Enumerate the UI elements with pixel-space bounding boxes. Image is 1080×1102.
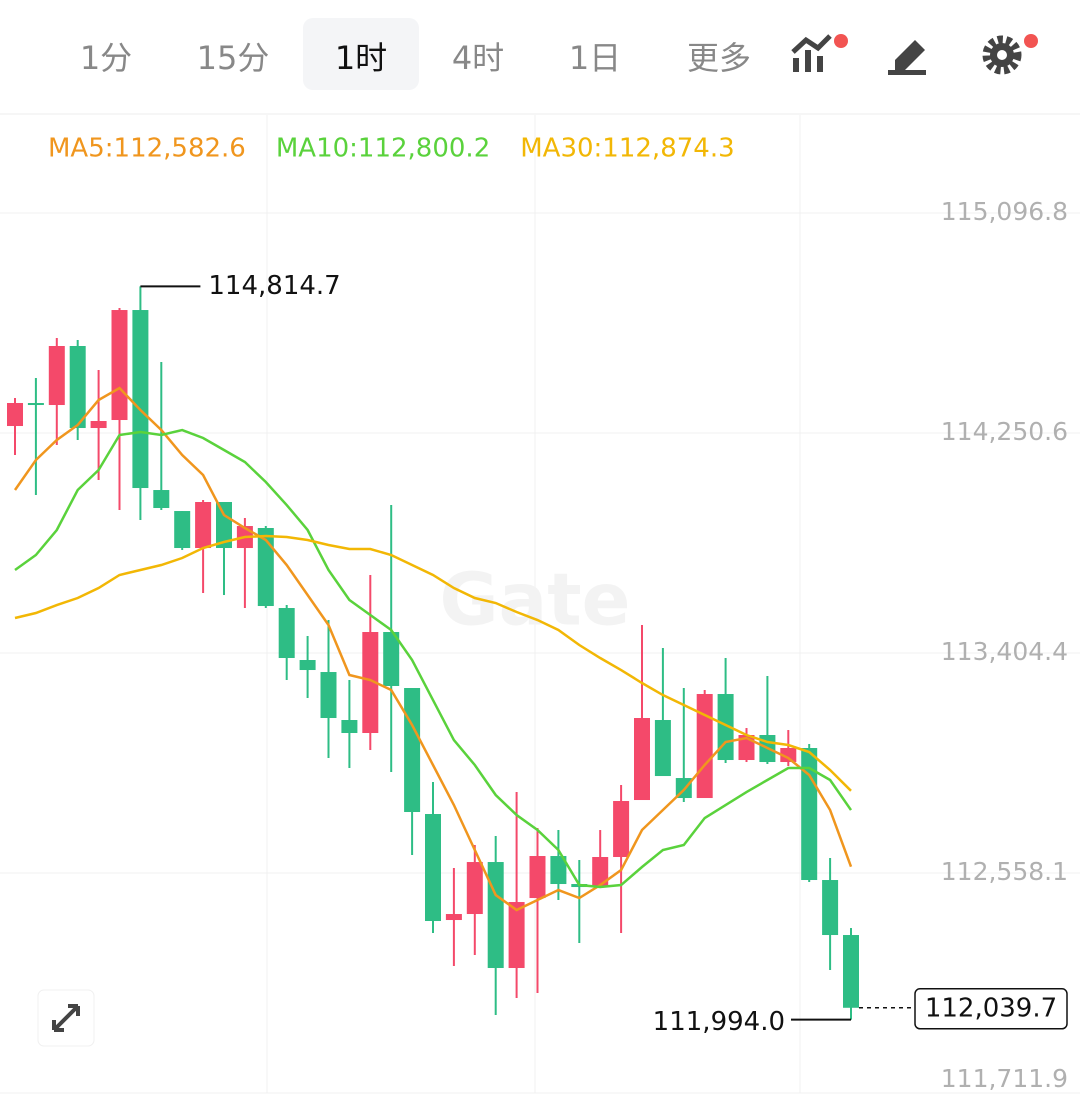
candle-body xyxy=(696,694,713,799)
tab[interactable]: 15分 xyxy=(197,39,270,77)
ma-line xyxy=(13,386,853,912)
y-tick-label: 111,711.9 xyxy=(941,1064,1068,1093)
low-label: 111,994.0 xyxy=(653,1007,785,1037)
candle-body xyxy=(717,694,734,761)
y-tick-label: 112,558.1 xyxy=(941,857,1068,886)
candle-body xyxy=(111,310,128,421)
indicator-icon[interactable] xyxy=(791,34,848,72)
candle-body xyxy=(550,856,567,885)
candle-body xyxy=(822,880,839,936)
tab[interactable]: 1分 xyxy=(80,39,132,77)
candle-body xyxy=(445,914,462,921)
y-tick-label: 114,250.6 xyxy=(941,417,1068,446)
tab[interactable]: 4时 xyxy=(452,39,504,77)
candle-body xyxy=(132,310,149,489)
y-tick-label: 113,404.4 xyxy=(941,637,1068,666)
tab[interactable]: 1日 xyxy=(569,39,621,77)
candle-body xyxy=(174,511,191,549)
last-price-label: 112,039.7 xyxy=(925,993,1057,1023)
legend-entry: MA10:112,800.2 xyxy=(276,134,490,164)
candle-body xyxy=(7,403,23,427)
candle-body xyxy=(27,403,44,406)
legend-entry: MA5:112,582.6 xyxy=(48,134,246,164)
candle-body xyxy=(613,801,630,858)
candle-body xyxy=(257,528,274,607)
last-price-box xyxy=(914,988,1068,1030)
draw-icon[interactable] xyxy=(888,40,926,75)
candle-body xyxy=(404,688,421,813)
tab[interactable]: 1时 xyxy=(335,39,387,77)
active-tab-bg xyxy=(303,18,419,90)
tab[interactable]: 更多 xyxy=(687,39,751,77)
ma-line xyxy=(14,534,852,792)
y-tick-label: 115,096.8 xyxy=(941,197,1068,226)
candle-body xyxy=(90,421,107,429)
candle-body xyxy=(278,608,295,659)
candle-body xyxy=(362,632,379,734)
ma-line xyxy=(14,428,853,889)
candle-body xyxy=(780,748,797,763)
candle-body xyxy=(529,856,546,899)
candle-body xyxy=(425,814,441,922)
candle-body xyxy=(341,720,358,734)
candle-body xyxy=(634,718,650,801)
candle-body xyxy=(466,862,483,915)
candle-body xyxy=(153,490,170,509)
candle-body xyxy=(508,902,525,969)
candle-body xyxy=(216,502,232,549)
candle-body xyxy=(48,346,65,406)
candle-body xyxy=(320,672,337,719)
candle-body xyxy=(195,502,212,549)
chart: 111,711.9 112,558.1 113,404.4 114,250.6 115,… xyxy=(0,115,1080,1094)
settings-icon[interactable] xyxy=(982,34,1038,75)
watermark: Gate xyxy=(440,558,631,642)
candle-body xyxy=(654,720,671,777)
candle-body xyxy=(383,632,400,687)
candle-body xyxy=(69,346,86,429)
expand-button[interactable] xyxy=(37,989,95,1047)
legend-entry: MA30:112,874.3 xyxy=(520,134,734,164)
candle-body xyxy=(487,862,504,969)
candle-body xyxy=(592,857,609,888)
high-label: 114,814.7 xyxy=(208,271,340,301)
tabs: 1分 15分 1时 4时 1日 更多 xyxy=(80,18,751,90)
candle-body xyxy=(843,935,859,1008)
candle-body xyxy=(299,660,316,671)
